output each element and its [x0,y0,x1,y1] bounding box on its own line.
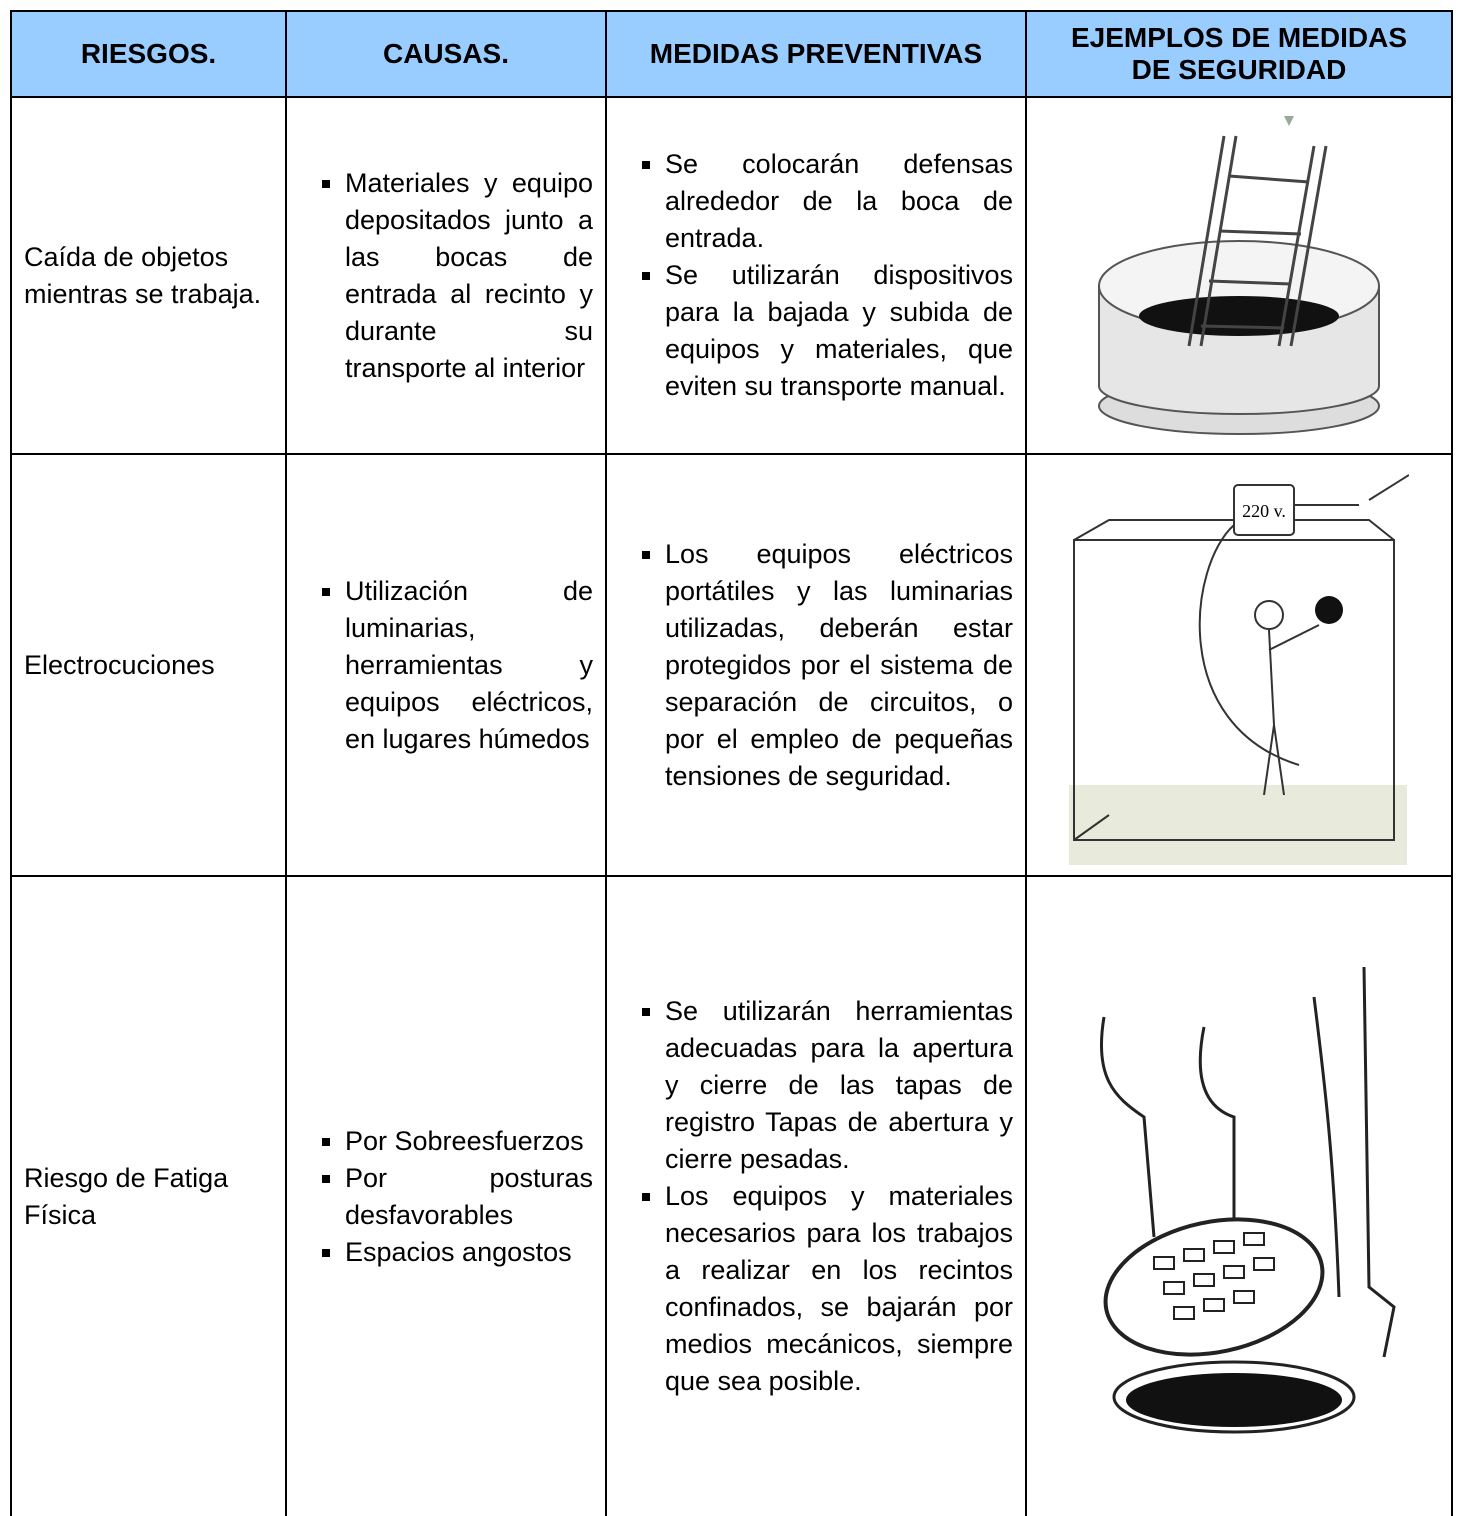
illustration-ladder [1098,115,1380,435]
image-cell [1025,96,1453,455]
risk-cell: Riesgo de Fatiga Física [10,875,287,1516]
cause-cell: Materiales y equipo depositados junto a … [285,96,607,455]
header-cell: MEDIDAS PREVENTIVAS [605,10,1027,98]
measure: Los equipos y materiales necesarios para… [665,1178,1013,1400]
header-row: RIESGOS. CAUSAS. MEDIDAS PREVENTIVAS EJE… [10,10,1453,98]
header-cell: RIESGOS. [10,10,287,98]
header-cell: EJEMPLOS DE MEDIDAS DE SEGURIDAD [1025,10,1453,98]
image-cell [1025,875,1453,1516]
cause: Materiales y equipo depositados junto a … [345,165,593,387]
measure: Se utilizarán herramientas adecuadas par… [665,993,1013,1178]
illustration-manhole [1099,966,1396,1433]
measure: Los equipos eléctricos portátiles y las … [665,536,1013,795]
cause-cell: Utilización de luminarias, herramientas … [285,453,607,877]
row: Caída de objetos mientras se trabaja. Ma… [10,96,1453,455]
voltage-label: 220 v. [1242,501,1286,521]
risk-table: RIESGOS. CAUSAS. MEDIDAS PREVENTIVAS EJE… [10,10,1453,1516]
cause: Espacios angostos [345,1234,593,1271]
cause: Utilización de luminarias, herramientas … [345,573,593,758]
measure: Se colocarán defensas alrededor de la bo… [665,146,1013,257]
header-cell: CAUSAS. [285,10,607,98]
illustration-electric: 220 v. [1069,474,1409,865]
cause: Por Sobreesfuerzos [345,1123,593,1160]
row: Electrocuciones Utilización de luminaria… [10,453,1453,877]
row: Riesgo de Fatiga Física Por Sobreesfuerz… [10,875,1453,1516]
cause-cell: Por SobreesfuerzosPor posturas desfavora… [285,875,607,1516]
measure-cell: Se utilizarán herramientas adecuadas par… [605,875,1027,1516]
cause: Por posturas desfavorables [345,1160,593,1234]
measure-cell: Se colocarán defensas alrededor de la bo… [605,96,1027,455]
measure: Se utilizarán dispositivos para la bajad… [665,257,1013,405]
measure-cell: Los equipos eléctricos portátiles y las … [605,453,1027,877]
risk-cell: Electrocuciones [10,453,287,877]
image-cell: 220 v. [1025,453,1453,877]
risk-cell: Caída de objetos mientras se trabaja. [10,96,287,455]
